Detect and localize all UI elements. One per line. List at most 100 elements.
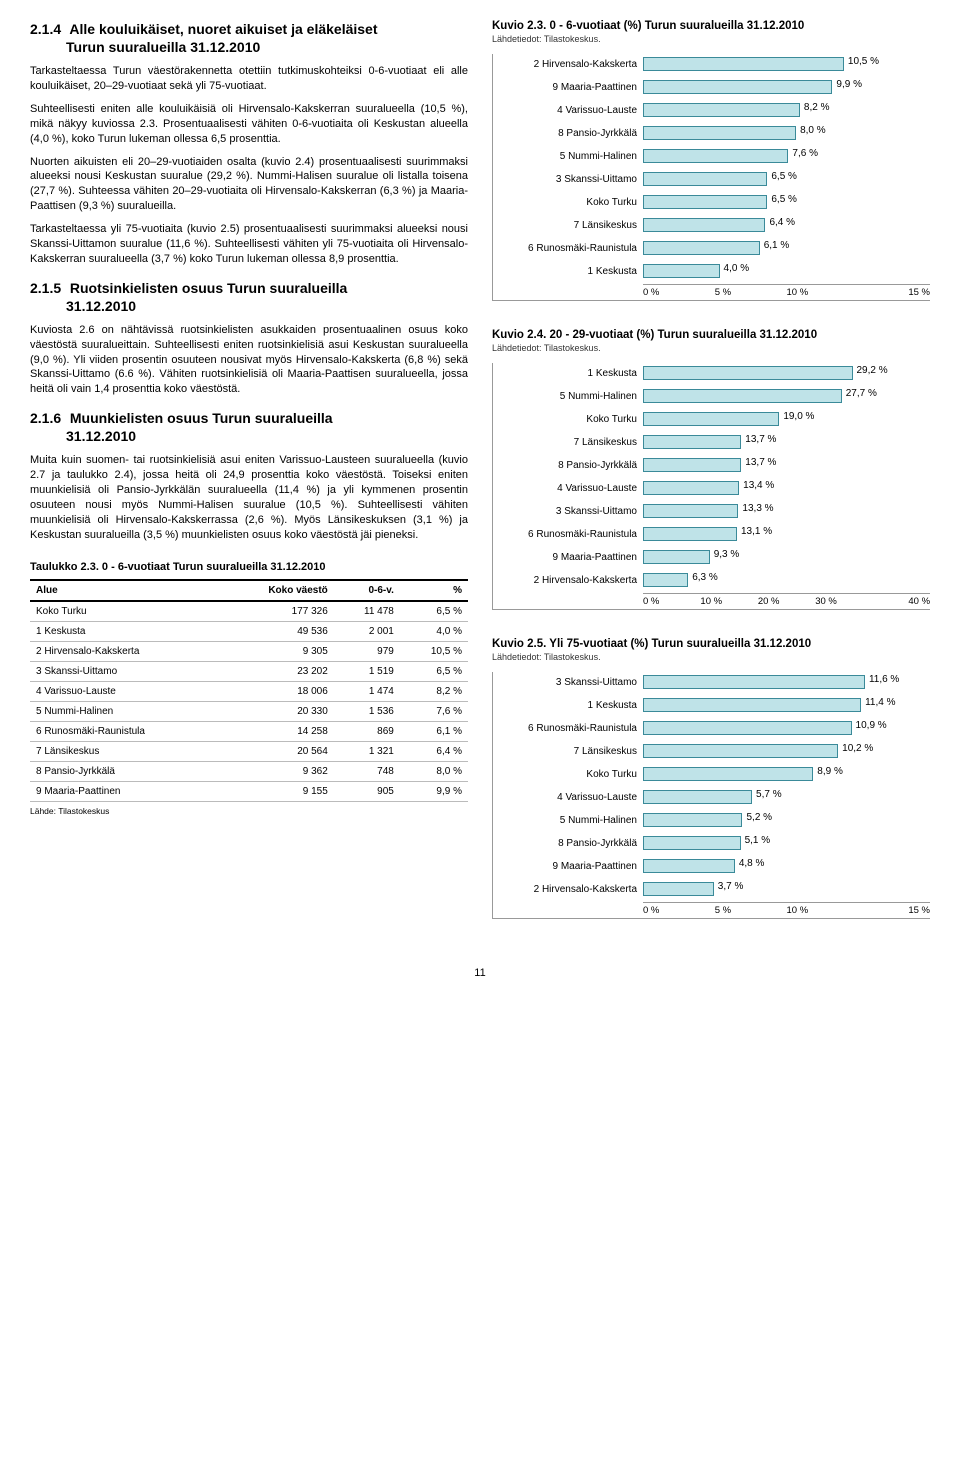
table-cell: 18 006 bbox=[221, 681, 334, 701]
chart-bar-row: 2 Hirvensalo-Kakskerta 3,7 % bbox=[493, 879, 930, 899]
chart-bar-label: 9 Maaria-Paattinen bbox=[493, 861, 643, 872]
table-row: 8 Pansio-Jyrkkälä9 3627488,0 % bbox=[30, 761, 468, 781]
chart-bar-value: 4,0 % bbox=[724, 263, 750, 274]
table-row: 9 Maaria-Paattinen9 1559059,9 % bbox=[30, 781, 468, 801]
chart-bar-value: 29,2 % bbox=[857, 365, 888, 376]
chart-bar-value: 8,2 % bbox=[804, 102, 830, 113]
table-row: 5 Nummi-Halinen20 3301 5367,6 % bbox=[30, 701, 468, 721]
chart-bar-row: 4 Varissuo-Lauste5,7 % bbox=[493, 787, 930, 807]
chart-bar-value: 9,3 % bbox=[714, 549, 740, 560]
chart-bar-label: 3 Skanssi-Uittamo bbox=[493, 506, 643, 517]
chart-bar-label: 2 Hirvensalo-Kakskerta bbox=[493, 884, 643, 895]
chart-x-axis: 0 %5 %10 %15 % bbox=[643, 902, 930, 916]
chart-bar-fill bbox=[643, 241, 760, 255]
chart-bar-row: 3 Skanssi-Uittamo11,6 % bbox=[493, 672, 930, 692]
chart-bar-track: 9,9 % bbox=[643, 80, 930, 94]
table-header-cell: Koko väestö bbox=[221, 580, 334, 601]
chart-bar-value: 6,5 % bbox=[771, 194, 797, 205]
chart-bar-fill bbox=[643, 573, 688, 587]
chart-bar-value: 6,3 % bbox=[692, 572, 718, 583]
chart-bar-row: Koko Turku 6,5 % bbox=[493, 192, 930, 212]
chart-bar-value: 11,4 % bbox=[865, 697, 895, 708]
chart-bar-value: 9,9 % bbox=[836, 79, 862, 90]
table-cell: 1 Keskusta bbox=[30, 621, 221, 641]
chart-24-title: Kuvio 2.4. 20 - 29-vuotiaat (%) Turun su… bbox=[492, 329, 930, 341]
chart-bar-label: Koko Turku bbox=[493, 769, 643, 780]
chart-bar-value: 6,5 % bbox=[771, 171, 797, 182]
section-title-line2: 31.12.2010 bbox=[66, 428, 136, 444]
chart-bar-label: 6 Runosmäki-Raunistula bbox=[493, 529, 643, 540]
chart-bar-row: 1 Keskusta4,0 % bbox=[493, 261, 930, 281]
chart-axis-tick: 30 % bbox=[815, 596, 872, 607]
chart-bar-row: 4 Varissuo-Lauste13,4 % bbox=[493, 478, 930, 498]
chart-bar-fill bbox=[643, 218, 765, 232]
chart-bar-row: 7 Länsikeskus13,7 % bbox=[493, 432, 930, 452]
chart-bar-track: 9,3 % bbox=[643, 550, 930, 564]
chart-axis-tick: 10 % bbox=[787, 905, 859, 916]
table-cell: 6,1 % bbox=[400, 721, 468, 741]
chart-bar-value: 11,6 % bbox=[869, 674, 899, 685]
chart-axis-tick: 40 % bbox=[873, 596, 930, 607]
chart-bar-row: Koko Turku8,9 % bbox=[493, 764, 930, 784]
chart-bar-label: Koko Turku bbox=[493, 414, 643, 425]
chart-bar-label: 6 Runosmäki-Raunistula bbox=[493, 243, 643, 254]
chart-bar-value: 6,4 % bbox=[769, 217, 795, 228]
chart-bar-fill bbox=[643, 149, 788, 163]
chart-bar-label: 4 Varissuo-Lauste bbox=[493, 792, 643, 803]
chart-axis-tick: 0 % bbox=[643, 287, 715, 298]
table-cell: 1 519 bbox=[334, 661, 400, 681]
table-cell: 23 202 bbox=[221, 661, 334, 681]
chart-bar-row: 8 Pansio-Jyrkkälä5,1 % bbox=[493, 833, 930, 853]
table-cell: 1 536 bbox=[334, 701, 400, 721]
chart-bar-row: 1 Keskusta11,4 % bbox=[493, 695, 930, 715]
table-row: 7 Länsikeskus20 5641 3216,4 % bbox=[30, 741, 468, 761]
chart-bar-row: 8 Pansio-Jyrkkälä13,7 % bbox=[493, 455, 930, 475]
chart-axis-tick: 10 % bbox=[787, 287, 859, 298]
table-row: 2 Hirvensalo-Kakskerta9 30597910,5 % bbox=[30, 641, 468, 661]
table-cell: 1 321 bbox=[334, 741, 400, 761]
chart-x-axis: 0 %5 %10 %15 % bbox=[643, 284, 930, 298]
chart-bar-value: 13,7 % bbox=[745, 434, 776, 445]
chart-bar-fill bbox=[643, 550, 710, 564]
chart-bar-fill bbox=[643, 675, 865, 689]
chart-bar-fill bbox=[643, 264, 720, 278]
table-cell: 4,0 % bbox=[400, 621, 468, 641]
chart-24-subtitle: Lähdetiedot: Tilastokeskus. bbox=[492, 343, 930, 353]
chart-bar-track: 5,7 % bbox=[643, 790, 930, 804]
chart-bar-fill bbox=[643, 790, 752, 804]
chart-23-title: Kuvio 2.3. 0 - 6-vuotiaat (%) Turun suur… bbox=[492, 20, 930, 32]
chart-axis-tick: 0 % bbox=[643, 905, 715, 916]
chart-bar-fill bbox=[643, 721, 852, 735]
chart-bar-label: 4 Varissuo-Lauste bbox=[493, 483, 643, 494]
section-title-line2: Turun suuralueilla 31.12.2010 bbox=[66, 39, 260, 55]
chart-bar-label: 8 Pansio-Jyrkkälä bbox=[493, 128, 643, 139]
chart-25-block: Kuvio 2.5. Yli 75-vuotiaat (%) Turun suu… bbox=[492, 638, 930, 919]
chart-bar-track: 4,8 % bbox=[643, 859, 930, 873]
chart-bar-fill bbox=[643, 80, 832, 94]
chart-bar-row: 6 Runosmäki-Raunistula6,1 % bbox=[493, 238, 930, 258]
chart-bar-fill bbox=[643, 836, 741, 850]
table-row: Koko Turku177 32611 4786,5 % bbox=[30, 601, 468, 622]
chart-bar-track: 13,3 % bbox=[643, 504, 930, 518]
heading-214: 2.1.4 Alle kouluikäiset, nuoret aikuiset… bbox=[30, 20, 468, 56]
chart-bar-track: 3,7 % bbox=[643, 882, 930, 896]
chart-bar-fill bbox=[643, 57, 844, 71]
chart-bar-fill bbox=[643, 458, 741, 472]
chart-bar-value: 3,7 % bbox=[718, 881, 744, 892]
table-cell: 7 Länsikeskus bbox=[30, 741, 221, 761]
para-215-1: Kuviosta 2.6 on nähtävissä ruotsinkielis… bbox=[30, 323, 468, 397]
table-cell: 6,5 % bbox=[400, 661, 468, 681]
chart-bar-track: 6,4 % bbox=[643, 218, 930, 232]
chart-axis-tick: 20 % bbox=[758, 596, 815, 607]
chart-bar-value: 10,2 % bbox=[842, 743, 873, 754]
chart-bar-label: Koko Turku bbox=[493, 197, 643, 208]
chart-bar-row: 1 Keskusta29,2 % bbox=[493, 363, 930, 383]
chart-24: 1 Keskusta29,2 %5 Nummi-Halinen27,7 %Kok… bbox=[492, 363, 930, 610]
table-cell: 14 258 bbox=[221, 721, 334, 741]
chart-bar-fill bbox=[643, 527, 737, 541]
chart-bar-fill bbox=[643, 389, 842, 403]
table-cell: 11 478 bbox=[334, 601, 400, 622]
chart-axis-tick: 0 % bbox=[643, 596, 700, 607]
chart-bar-label: 7 Länsikeskus bbox=[493, 746, 643, 757]
chart-bar-fill bbox=[643, 504, 738, 518]
